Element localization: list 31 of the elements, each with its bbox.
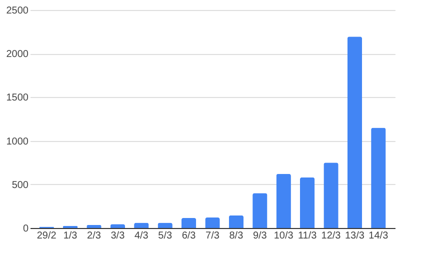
x-tick-label: 7/3 <box>206 230 220 242</box>
x-tick-label: 11/3 <box>298 230 318 242</box>
bar <box>347 36 362 228</box>
bar <box>252 193 268 228</box>
bar <box>324 162 338 228</box>
x-tick-label: 12/3 <box>321 230 342 242</box>
bar <box>371 128 386 228</box>
y-tick-label: 2000 <box>6 49 29 60</box>
x-tick-label: 3/3 <box>110 230 126 242</box>
x-tick-label: 2/3 <box>87 230 102 242</box>
y-tick-label: 2500 <box>6 6 29 16</box>
bar <box>300 177 315 228</box>
x-tick-label: 8/3 <box>229 230 244 242</box>
x-tick-label: 14/3 <box>368 230 389 242</box>
bar <box>205 218 220 228</box>
y-tick-label: 0 <box>22 224 29 234</box>
x-tick-label: 29/2 <box>36 230 57 242</box>
x-tick-label: 4/3 <box>134 230 149 242</box>
y-tick-label: 1000 <box>6 136 29 148</box>
x-tick-label: 9/3 <box>252 230 268 242</box>
x-tick-label: 5/3 <box>158 230 172 242</box>
bar <box>228 215 244 228</box>
bar <box>276 174 291 228</box>
bar <box>181 218 196 228</box>
y-tick-label: 500 <box>12 180 29 191</box>
bar <box>86 224 102 228</box>
x-tick-label: 6/3 <box>182 230 196 242</box>
y-tick-label: 1500 <box>6 92 29 104</box>
x-tick-label: 13/3 <box>344 230 365 242</box>
x-tick-label: 10/3 <box>274 230 294 242</box>
x-tick-label: 1/3 <box>63 230 78 242</box>
